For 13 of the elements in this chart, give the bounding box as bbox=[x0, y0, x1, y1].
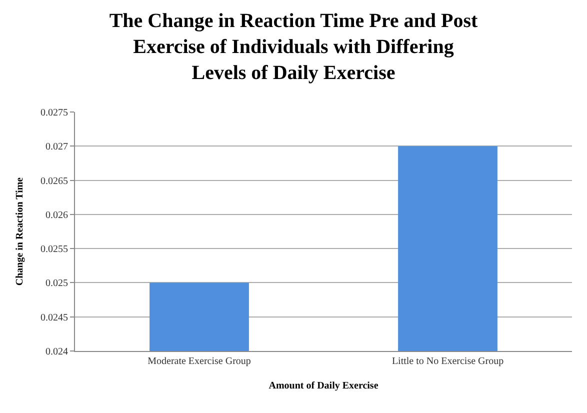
y-tick-label: 0.0275 bbox=[40, 108, 68, 118]
y-tick-label: 0.0245 bbox=[40, 312, 68, 324]
y-tick-label: 0.0255 bbox=[40, 244, 68, 256]
y-axis-title: Change in Reaction Time bbox=[14, 176, 26, 286]
y-tick-label: 0.025 bbox=[46, 278, 68, 290]
x-tick-label: Little to No Exercise Group bbox=[392, 356, 504, 367]
x-tick-label: Moderate Exercise Group bbox=[148, 356, 251, 367]
chart-title: The Change in Reaction Time Pre and Post Exercise of Individuals with Differing Levels of Daily Exercise bbox=[109, 10, 478, 84]
x-axis-title: Amount of Daily Exercise bbox=[268, 380, 379, 392]
y-tick-label: 0.027 bbox=[46, 142, 68, 153]
y-tick-label: 0.0265 bbox=[40, 176, 68, 187]
y-tick-label: 0.024 bbox=[46, 346, 68, 358]
y-tick-label: 0.026 bbox=[46, 210, 68, 221]
